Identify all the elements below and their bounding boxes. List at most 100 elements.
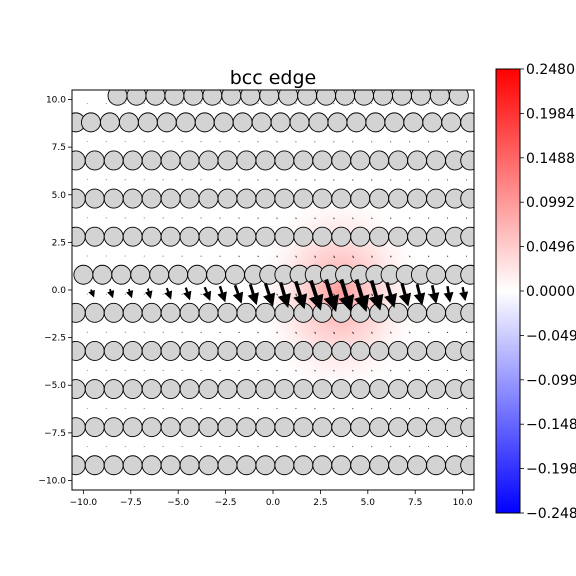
atom-marker — [274, 150, 295, 171]
atom-marker — [293, 188, 314, 209]
atom-marker — [179, 341, 200, 361]
atom-marker — [160, 150, 181, 171]
atom-marker — [312, 150, 333, 171]
atom-marker — [369, 226, 390, 247]
field-arrow — [295, 217, 297, 220]
x-tick-label: 7.5 — [408, 498, 422, 508]
atom-marker — [384, 112, 405, 133]
atom-marker — [388, 341, 409, 361]
atom-marker — [350, 417, 371, 438]
displacement-arrow — [368, 279, 384, 311]
atom-marker — [103, 302, 124, 323]
displacement-arrow — [126, 288, 134, 299]
atom-marker — [72, 417, 86, 438]
displacement-arrows — [86, 103, 469, 448]
atom-marker — [274, 302, 295, 323]
atom-marker — [388, 188, 409, 209]
x-tick-label: −7.5 — [120, 498, 142, 508]
atom-marker — [350, 226, 371, 247]
atom-marker — [312, 455, 333, 476]
field-arrow — [371, 255, 373, 258]
atom-marker — [221, 90, 242, 106]
atom-marker — [369, 455, 390, 476]
atom-layer — [72, 90, 474, 476]
atom-marker — [217, 455, 238, 476]
atom-marker — [198, 226, 219, 247]
atom-marker — [217, 188, 238, 209]
atom-marker — [107, 90, 128, 106]
atom-marker — [122, 302, 143, 323]
atom-marker — [312, 302, 333, 323]
atom-marker — [103, 417, 124, 438]
atom-marker — [426, 188, 447, 209]
atom-marker — [84, 455, 105, 476]
atom-marker — [391, 90, 412, 106]
x-tick-label: −5.0 — [167, 498, 189, 508]
atom-marker — [354, 90, 374, 106]
atom-marker — [72, 226, 86, 247]
x-tick-label: 10.0 — [453, 498, 473, 508]
atom-marker — [156, 112, 177, 133]
atom-marker — [92, 264, 113, 285]
displacement-arrow — [88, 289, 95, 298]
x-tick-label: −2.5 — [215, 498, 237, 508]
atom-marker — [460, 264, 474, 285]
atom-marker — [225, 264, 246, 285]
atom-marker — [198, 188, 219, 209]
atom-marker — [103, 341, 124, 361]
atom-marker — [103, 455, 124, 476]
atom-marker — [141, 226, 162, 247]
atom-marker — [331, 226, 352, 247]
atom-marker — [122, 188, 143, 209]
atom-marker — [251, 112, 272, 133]
atom-marker — [111, 264, 132, 285]
atom-marker — [198, 302, 219, 323]
atom-marker — [160, 341, 181, 361]
atom-marker — [84, 379, 105, 399]
atom-marker — [460, 302, 474, 323]
atom-marker — [293, 302, 314, 323]
atom-marker — [350, 455, 371, 476]
atom-marker — [84, 188, 105, 209]
atom-marker — [346, 112, 367, 133]
atom-marker — [160, 302, 181, 323]
chart-title: bcc edge — [230, 67, 317, 89]
atom-marker — [274, 455, 295, 476]
atom-marker — [179, 417, 200, 438]
colorbar-ticks: 0.2480 0.1984 0.1488 0.0992 0.0496 0.0000 −0.0… — [520, 62, 576, 522]
displacement-arrow — [144, 288, 153, 300]
atom-marker — [278, 90, 299, 106]
atom-marker — [331, 417, 352, 438]
atom-marker — [122, 379, 143, 399]
atom-marker — [236, 302, 257, 323]
atom-marker — [331, 341, 352, 361]
atom-marker — [160, 417, 181, 438]
atom-marker — [255, 341, 276, 361]
field-arrow — [314, 331, 316, 334]
colorbar-gradient — [495, 68, 521, 514]
atom-marker — [331, 455, 352, 476]
field-arrow — [295, 331, 297, 334]
field-arrow — [352, 369, 354, 372]
colorbar-tick-label: −0.198 — [526, 462, 576, 478]
atom-marker — [410, 90, 431, 106]
atom-marker — [350, 188, 371, 209]
atom-marker — [240, 90, 261, 106]
displacement-arrow — [428, 284, 440, 304]
atom-marker — [84, 226, 105, 247]
atom-marker — [168, 264, 189, 285]
atom-marker — [426, 417, 447, 438]
atom-marker — [236, 341, 257, 361]
atom-marker — [179, 379, 200, 399]
atom-marker — [331, 379, 352, 399]
displacement-arrow — [398, 282, 412, 307]
field-arrow — [371, 369, 373, 372]
atom-marker — [388, 455, 409, 476]
atom-marker — [255, 379, 276, 399]
atom-marker — [312, 417, 333, 438]
displacement-arrow — [263, 282, 276, 307]
atom-marker — [217, 302, 238, 323]
atom-marker — [255, 188, 276, 209]
displacement-arrow — [413, 283, 426, 306]
colorbar-tick-label: 0.1984 — [526, 106, 575, 122]
